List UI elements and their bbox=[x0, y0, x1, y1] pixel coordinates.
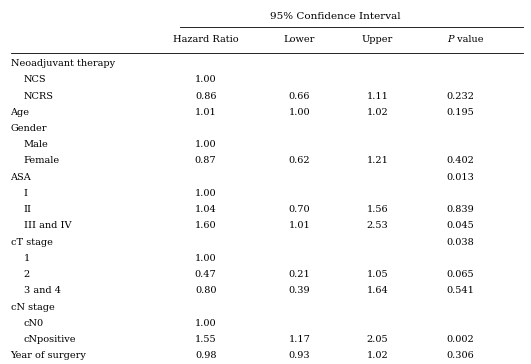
Text: Female: Female bbox=[23, 157, 59, 166]
Text: 1.17: 1.17 bbox=[288, 335, 310, 344]
Text: cT stage: cT stage bbox=[11, 238, 53, 246]
Text: Age: Age bbox=[11, 108, 30, 117]
Text: Upper: Upper bbox=[362, 35, 393, 44]
Text: 1.04: 1.04 bbox=[195, 205, 217, 214]
Text: NCRS: NCRS bbox=[23, 91, 54, 100]
Text: 0.306: 0.306 bbox=[447, 351, 475, 360]
Text: 1.02: 1.02 bbox=[366, 108, 388, 117]
Text: 3 and 4: 3 and 4 bbox=[23, 286, 61, 295]
Text: cNpositive: cNpositive bbox=[23, 335, 76, 344]
Text: 95% Confidence Interval: 95% Confidence Interval bbox=[270, 12, 401, 21]
Text: 1.60: 1.60 bbox=[195, 221, 217, 230]
Text: 1.00: 1.00 bbox=[288, 108, 310, 117]
Text: NCS: NCS bbox=[23, 75, 46, 84]
Text: 1.64: 1.64 bbox=[366, 286, 388, 295]
Text: 0.065: 0.065 bbox=[447, 270, 475, 279]
Text: 0.002: 0.002 bbox=[447, 335, 475, 344]
Text: Neoadjuvant therapy: Neoadjuvant therapy bbox=[11, 59, 115, 68]
Text: 0.62: 0.62 bbox=[288, 157, 310, 166]
Text: 1.02: 1.02 bbox=[366, 351, 388, 360]
Text: 0.80: 0.80 bbox=[195, 286, 217, 295]
Text: 2: 2 bbox=[23, 270, 30, 279]
Text: II: II bbox=[23, 205, 31, 214]
Text: 0.47: 0.47 bbox=[195, 270, 217, 279]
Text: 1.11: 1.11 bbox=[366, 91, 388, 100]
Text: 0.66: 0.66 bbox=[288, 91, 310, 100]
Text: 0.93: 0.93 bbox=[288, 351, 310, 360]
Text: Hazard Ratio: Hazard Ratio bbox=[173, 35, 238, 44]
Text: 0.038: 0.038 bbox=[447, 238, 475, 246]
Text: 0.39: 0.39 bbox=[288, 286, 310, 295]
Text: 1.05: 1.05 bbox=[366, 270, 388, 279]
Text: 1.55: 1.55 bbox=[195, 335, 217, 344]
Text: 1.21: 1.21 bbox=[366, 157, 388, 166]
Text: III and IV: III and IV bbox=[23, 221, 71, 230]
Text: 0.013: 0.013 bbox=[447, 173, 475, 182]
Text: 0.402: 0.402 bbox=[447, 157, 475, 166]
Text: 0.541: 0.541 bbox=[447, 286, 475, 295]
Text: 1.00: 1.00 bbox=[195, 189, 217, 198]
Text: 0.045: 0.045 bbox=[447, 221, 475, 230]
Text: Male: Male bbox=[23, 140, 48, 149]
Text: Lower: Lower bbox=[284, 35, 315, 44]
Text: 0.21: 0.21 bbox=[288, 270, 310, 279]
Text: 1.01: 1.01 bbox=[195, 108, 217, 117]
Text: 1.56: 1.56 bbox=[366, 205, 388, 214]
Text: 2.05: 2.05 bbox=[366, 335, 388, 344]
Text: Gender: Gender bbox=[11, 124, 47, 133]
Text: I: I bbox=[23, 189, 28, 198]
Text: 1.00: 1.00 bbox=[195, 319, 217, 328]
Text: 0.232: 0.232 bbox=[447, 91, 475, 100]
Text: value: value bbox=[455, 35, 484, 44]
Text: 1: 1 bbox=[23, 254, 30, 263]
Text: 0.98: 0.98 bbox=[195, 351, 217, 360]
Text: 1.00: 1.00 bbox=[195, 140, 217, 149]
Text: 0.70: 0.70 bbox=[288, 205, 310, 214]
Text: 0.87: 0.87 bbox=[195, 157, 217, 166]
Text: 0.839: 0.839 bbox=[447, 205, 475, 214]
Text: 1.00: 1.00 bbox=[195, 254, 217, 263]
Text: 2.53: 2.53 bbox=[366, 221, 388, 230]
Text: cN0: cN0 bbox=[23, 319, 44, 328]
Text: ASA: ASA bbox=[11, 173, 31, 182]
Text: 0.86: 0.86 bbox=[195, 91, 217, 100]
Text: Year of surgery: Year of surgery bbox=[11, 351, 87, 360]
Text: cN stage: cN stage bbox=[11, 302, 54, 312]
Text: 1.01: 1.01 bbox=[288, 221, 310, 230]
Text: 1.00: 1.00 bbox=[195, 75, 217, 84]
Text: 0.195: 0.195 bbox=[447, 108, 475, 117]
Text: P: P bbox=[448, 35, 454, 44]
